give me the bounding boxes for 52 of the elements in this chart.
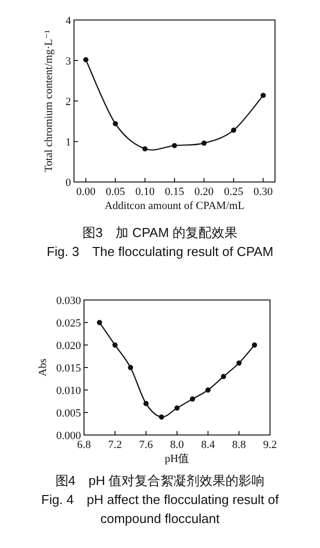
y-tick-label: 0.025 (56, 318, 82, 330)
x-tick-label: 9.2 (263, 439, 277, 451)
point (128, 364, 134, 370)
y-tick-label: 1 (66, 136, 71, 148)
point (143, 400, 149, 406)
point (260, 92, 266, 98)
point (142, 146, 148, 152)
x-axis-title: pH值 (164, 453, 190, 465)
point (220, 374, 226, 380)
point (112, 121, 118, 126)
y-tick-label: 0.005 (56, 408, 82, 420)
y-tick-label: 0.015 (56, 362, 82, 374)
x-tick-label: 0.05 (106, 186, 126, 198)
x-tick-label: 8.4 (201, 439, 216, 451)
x-axis-title: Additcon amount of CPAM/mL (104, 200, 245, 212)
point (201, 140, 207, 146)
y-tick-label: 0 (66, 177, 72, 189)
x-tick-label: 7.2 (108, 439, 122, 451)
point (158, 414, 164, 420)
x-tick-label: 0.10 (135, 186, 156, 198)
y-tick-label: 4 (66, 15, 72, 27)
point (112, 342, 118, 348)
y-axis-title: Total chromium content/mg·L⁻¹ (43, 30, 55, 172)
y-tick-label: 0.030 (56, 295, 82, 307)
x-tick-label: 0.20 (194, 186, 214, 198)
x-tick-label: 8.0 (170, 439, 184, 451)
caption: Fig. 3 The flocculating result of CPAM (46, 244, 274, 259)
caption: Fig. 4 pH affect the flocculating result of compound flocculant (41, 492, 280, 526)
caption: 图4 pH 值对复合絮凝剂效果的影响 (55, 473, 265, 488)
x-tick-label: 0.30 (254, 186, 274, 198)
point (236, 360, 242, 366)
x-tick-label: 7.6 (139, 439, 154, 451)
y-axis-title: Abs (37, 358, 49, 376)
point (172, 142, 178, 148)
y-tick-label: 0.000 (56, 430, 82, 442)
x-tick-label: 6.8 (77, 439, 92, 451)
point (190, 396, 196, 402)
y-tick-label: 0.010 (56, 385, 82, 397)
caption: 图3 加 CPAM 的复配效果 (82, 225, 238, 240)
x-tick-label: 0.15 (164, 186, 185, 198)
x-tick-label: 0.00 (76, 186, 96, 198)
y-tick-label: 0.020 (56, 340, 82, 352)
x-tick-label: 0.25 (224, 186, 244, 198)
x-tick-label: 8.8 (232, 439, 246, 451)
point (205, 387, 211, 393)
point (252, 342, 258, 348)
point (83, 57, 88, 62)
y-tick-label: 2 (66, 96, 71, 108)
y-tick-label: 3 (66, 56, 72, 68)
point (174, 405, 180, 411)
point (96, 320, 102, 326)
point (231, 128, 236, 133)
